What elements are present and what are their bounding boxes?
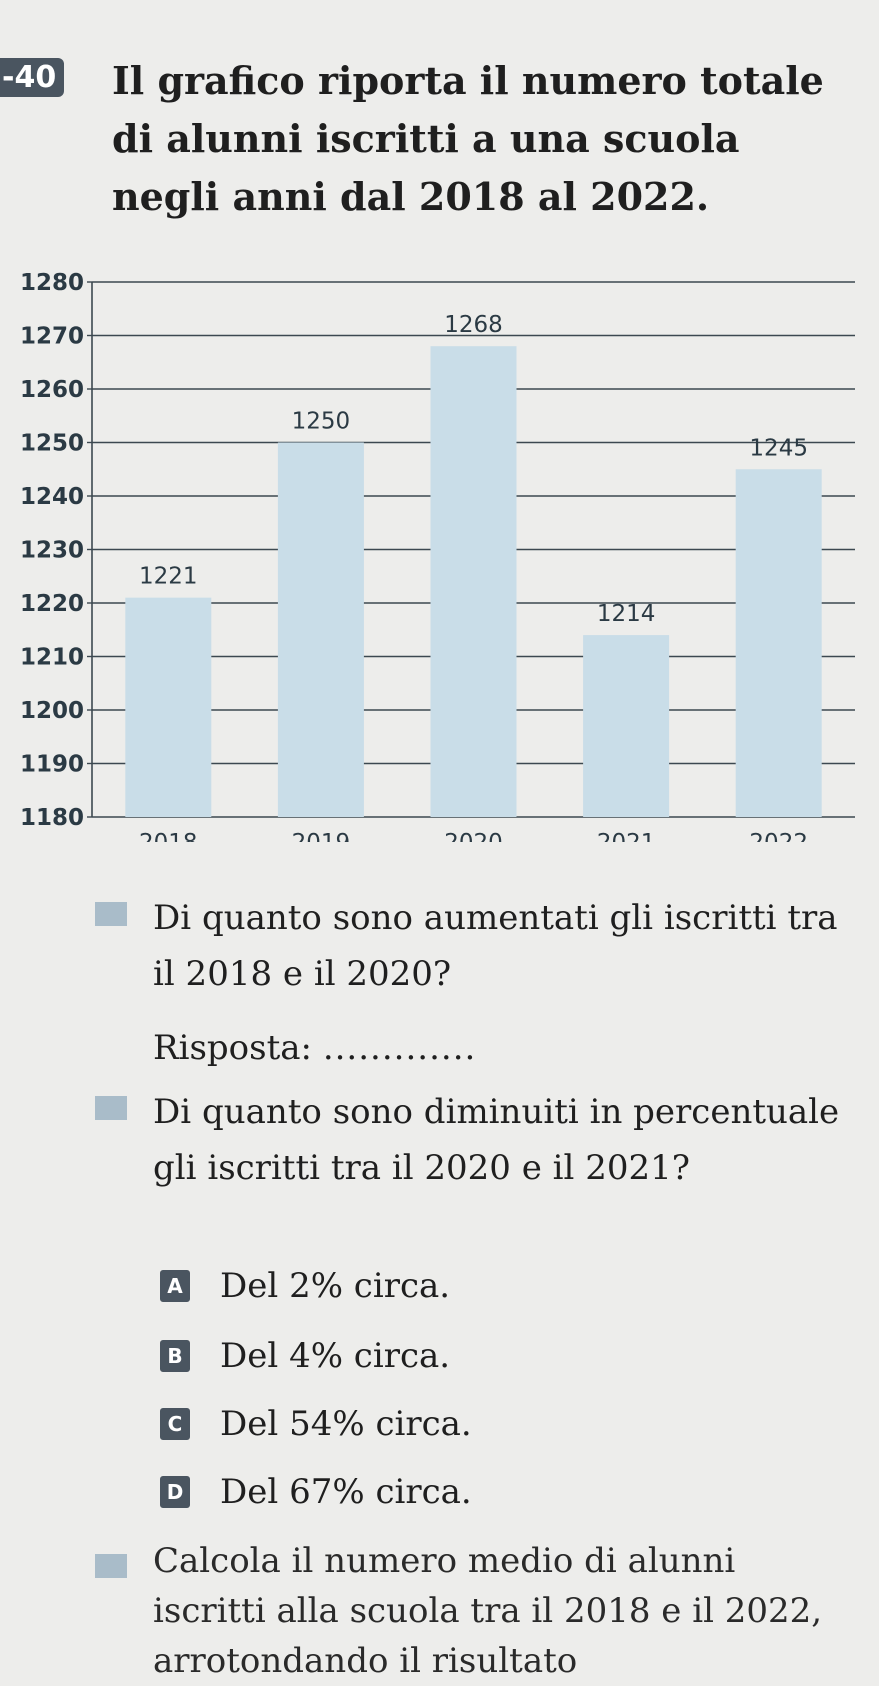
option-c[interactable]: C Del 54% circa. — [160, 1404, 472, 1444]
bar — [735, 469, 822, 817]
answer-blank[interactable]: ............. — [322, 1028, 477, 1068]
y-tick-label: 1250 — [20, 431, 84, 457]
y-tick-label: 1200 — [20, 698, 84, 724]
option-text: Del 54% circa. — [220, 1404, 472, 1444]
exercise-intro: Il grafico riporta il numero totale di a… — [112, 58, 824, 219]
bar — [277, 442, 364, 817]
x-tick-label: 2021 — [597, 830, 656, 842]
option-letter: B — [160, 1340, 190, 1372]
y-tick-label: 1260 — [20, 377, 84, 403]
y-tick-label: 1280 — [20, 270, 84, 296]
y-tick-label: 1210 — [20, 645, 84, 671]
option-text: Del 4% circa. — [220, 1336, 451, 1376]
option-b[interactable]: B Del 4% circa. — [160, 1336, 450, 1376]
option-letter: A — [160, 1270, 190, 1302]
exercise-number: -40 — [0, 58, 65, 97]
option-text: Del 2% circa. — [220, 1266, 451, 1306]
bar — [125, 597, 212, 817]
question-marker — [95, 1554, 127, 1578]
option-d[interactable]: D Del 67% circa. — [160, 1472, 472, 1512]
bar-value-label: 1221 — [139, 564, 198, 590]
bar — [583, 635, 670, 817]
bar-value-label: 1250 — [292, 409, 351, 435]
y-tick-label: 1270 — [20, 324, 84, 350]
question-1-text: Di quanto sono aumentati gli iscritti tr… — [153, 898, 838, 994]
question-3-text: Calcola il numero medio di alunni iscrit… — [153, 1541, 823, 1681]
bar-value-label: 1214 — [597, 601, 656, 627]
x-tick-label: 2019 — [292, 830, 351, 842]
option-letter: D — [160, 1476, 190, 1508]
y-tick-label: 1240 — [20, 484, 84, 510]
y-tick-label: 1220 — [20, 591, 84, 617]
answer-field[interactable]: Risposta: ............. — [153, 1028, 476, 1068]
question-2-text: Di quanto sono diminuiti in percentuale … — [153, 1092, 840, 1188]
option-letter: C — [160, 1408, 190, 1440]
option-text: Del 67% circa. — [220, 1472, 472, 1512]
question-marker — [95, 902, 127, 926]
x-tick-label: 2020 — [444, 830, 503, 842]
bar-chart: 1180 1190 1200 1210 1220 1230 1240 1250 1260 1270… — [20, 270, 855, 842]
answer-label: Risposta: — [153, 1028, 312, 1068]
y-tick-label: 1180 — [20, 805, 84, 831]
question-marker — [95, 1096, 127, 1120]
x-tick-label: 2018 — [139, 830, 198, 842]
x-tick-label: 2022 — [749, 830, 808, 842]
bar-value-label: 1268 — [444, 312, 503, 338]
y-tick-label: 1230 — [20, 538, 84, 564]
bar — [430, 346, 517, 817]
option-a[interactable]: A Del 2% circa. — [160, 1266, 450, 1306]
bar-value-label: 1245 — [749, 435, 808, 461]
y-tick-label: 1190 — [20, 752, 84, 778]
